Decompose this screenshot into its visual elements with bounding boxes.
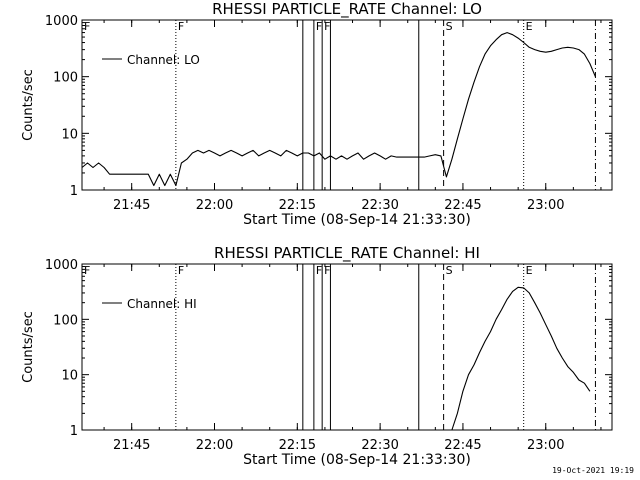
data-series-line [451, 286, 591, 431]
x-tick-label: 21:45 [113, 198, 150, 213]
y-tick-label: 1 [70, 424, 78, 439]
event-marker-label: S [446, 20, 453, 33]
x-tick-label: 22:30 [361, 438, 398, 453]
chart-panel-1: RHESSI PARTICLE_RATE Channel: LO 1 10 100 10… [21, 0, 613, 228]
x-tick-label: 22:45 [444, 198, 481, 213]
event-marker-label: F [178, 20, 184, 33]
x-axis-label: Start Time (08-Sep-14 21:33:30) [243, 452, 471, 468]
plot-frame [81, 19, 613, 191]
x-tick-label: 22:15 [279, 438, 316, 453]
y-tick-label: 100 [53, 313, 78, 328]
event-marker-label: F [84, 20, 90, 33]
y-tick-label: 10 [61, 369, 78, 384]
y-axis-label: Counts/sec [21, 69, 36, 141]
event-marker-label: S [446, 264, 453, 277]
y-tick-label: 10 [61, 127, 78, 142]
event-marker-label: F [84, 264, 90, 277]
x-tick-label: 22:30 [361, 198, 398, 213]
timestamp: 19-Oct-2021 19:19 [552, 466, 634, 475]
x-tick-label: 22:00 [196, 198, 233, 213]
y-axis-label: Counts/sec [21, 311, 36, 383]
x-tick-label: 22:00 [196, 438, 233, 453]
plot-frame [81, 263, 613, 431]
event-marker-label: E [526, 20, 533, 33]
chart-panel-2: RHESSI PARTICLE_RATE Channel: HI 1 10 100 10… [21, 244, 613, 468]
x-tick-label: 23:00 [527, 198, 564, 213]
event-marker-label: F [324, 20, 330, 33]
event-marker-label: F [324, 264, 330, 277]
data-series-line [81, 32, 596, 187]
chart-title: RHESSI PARTICLE_RATE Channel: LO [212, 0, 482, 19]
event-marker-label: F [316, 20, 322, 33]
chart-title: RHESSI PARTICLE_RATE Channel: HI [214, 244, 480, 263]
event-marker-label: F [178, 264, 184, 277]
legend-label: Channel: HI [127, 297, 197, 311]
legend-label: Channel: LO [127, 53, 200, 67]
x-axis-label: Start Time (08-Sep-14 21:33:30) [243, 212, 471, 228]
event-marker-label: F [316, 264, 322, 277]
x-tick-label: 22:15 [279, 198, 316, 213]
y-tick-label: 1 [70, 184, 78, 199]
y-tick-label: 1000 [45, 258, 78, 273]
x-tick-label: 21:45 [113, 438, 150, 453]
y-tick-label: 100 [53, 71, 78, 86]
x-tick-label: 23:00 [527, 438, 564, 453]
event-marker-label: E [526, 264, 533, 277]
y-tick-label: 1000 [45, 14, 78, 29]
x-tick-label: 22:45 [444, 438, 481, 453]
